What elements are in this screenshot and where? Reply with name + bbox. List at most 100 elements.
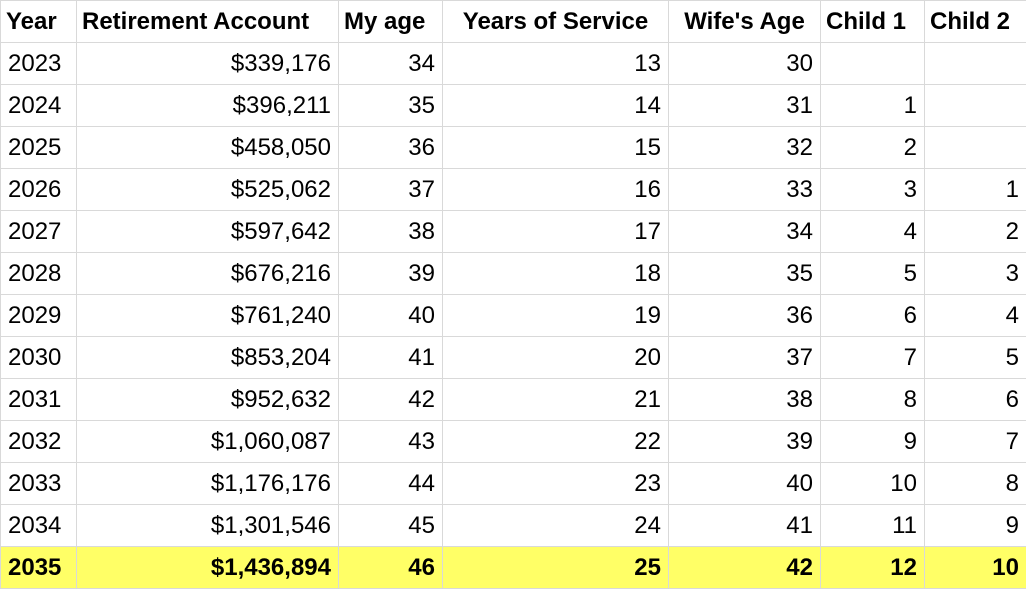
wifes-age-cell[interactable]: 35 bbox=[669, 253, 821, 295]
my-age-cell[interactable]: 45 bbox=[339, 505, 443, 547]
child-1-cell[interactable]: 2 bbox=[821, 127, 925, 169]
child-2-cell[interactable]: 10 bbox=[925, 547, 1026, 589]
child-1-cell[interactable]: 9 bbox=[821, 421, 925, 463]
header-child-1[interactable]: Child 1 bbox=[821, 1, 925, 43]
retirement-account-cell[interactable]: $1,176,176 bbox=[77, 463, 339, 505]
year-cell[interactable]: 2031 bbox=[1, 379, 77, 421]
retirement-account-cell[interactable]: $396,211 bbox=[77, 85, 339, 127]
child-2-cell[interactable]: 9 bbox=[925, 505, 1026, 547]
child-1-cell[interactable]: 3 bbox=[821, 169, 925, 211]
my-age-cell[interactable]: 36 bbox=[339, 127, 443, 169]
my-age-cell[interactable]: 41 bbox=[339, 337, 443, 379]
wifes-age-cell[interactable]: 38 bbox=[669, 379, 821, 421]
child-2-cell[interactable] bbox=[925, 127, 1026, 169]
years-of-service-cell[interactable]: 19 bbox=[443, 295, 669, 337]
child-1-cell[interactable]: 4 bbox=[821, 211, 925, 253]
years-of-service-cell[interactable]: 22 bbox=[443, 421, 669, 463]
child-2-cell[interactable]: 1 bbox=[925, 169, 1026, 211]
wifes-age-cell[interactable]: 36 bbox=[669, 295, 821, 337]
my-age-cell[interactable]: 35 bbox=[339, 85, 443, 127]
years-of-service-cell[interactable]: 21 bbox=[443, 379, 669, 421]
years-of-service-cell[interactable]: 24 bbox=[443, 505, 669, 547]
years-of-service-cell[interactable]: 20 bbox=[443, 337, 669, 379]
child-2-cell[interactable]: 3 bbox=[925, 253, 1026, 295]
year-cell[interactable]: 2028 bbox=[1, 253, 77, 295]
header-child-2[interactable]: Child 2 bbox=[925, 1, 1026, 43]
child-2-cell[interactable]: 8 bbox=[925, 463, 1026, 505]
year-cell[interactable]: 2025 bbox=[1, 127, 77, 169]
child-1-cell[interactable]: 11 bbox=[821, 505, 925, 547]
child-1-cell[interactable]: 12 bbox=[821, 547, 925, 589]
header-my-age[interactable]: My age bbox=[339, 1, 443, 43]
my-age-cell[interactable]: 34 bbox=[339, 43, 443, 85]
wifes-age-cell[interactable]: 39 bbox=[669, 421, 821, 463]
child-1-cell[interactable]: 8 bbox=[821, 379, 925, 421]
header-year[interactable]: Year bbox=[1, 1, 77, 43]
retirement-account-cell[interactable]: $1,436,894 bbox=[77, 547, 339, 589]
years-of-service-cell[interactable]: 13 bbox=[443, 43, 669, 85]
wifes-age-cell[interactable]: 33 bbox=[669, 169, 821, 211]
my-age-cell[interactable]: 40 bbox=[339, 295, 443, 337]
retirement-account-cell[interactable]: $339,176 bbox=[77, 43, 339, 85]
year-cell[interactable]: 2029 bbox=[1, 295, 77, 337]
retirement-account-cell[interactable]: $1,060,087 bbox=[77, 421, 339, 463]
years-of-service-cell[interactable]: 15 bbox=[443, 127, 669, 169]
child-2-cell[interactable]: 2 bbox=[925, 211, 1026, 253]
retirement-account-cell[interactable]: $525,062 bbox=[77, 169, 339, 211]
child-1-cell[interactable]: 10 bbox=[821, 463, 925, 505]
retirement-account-cell[interactable]: $676,216 bbox=[77, 253, 339, 295]
year-cell[interactable]: 2035 bbox=[1, 547, 77, 589]
year-cell[interactable]: 2034 bbox=[1, 505, 77, 547]
child-2-cell[interactable]: 4 bbox=[925, 295, 1026, 337]
my-age-cell[interactable]: 38 bbox=[339, 211, 443, 253]
years-of-service-cell[interactable]: 14 bbox=[443, 85, 669, 127]
years-of-service-cell[interactable]: 17 bbox=[443, 211, 669, 253]
my-age-cell[interactable]: 46 bbox=[339, 547, 443, 589]
year-cell[interactable]: 2027 bbox=[1, 211, 77, 253]
wifes-age-cell[interactable]: 31 bbox=[669, 85, 821, 127]
retirement-account-cell[interactable]: $458,050 bbox=[77, 127, 339, 169]
my-age-cell[interactable]: 39 bbox=[339, 253, 443, 295]
my-age-cell[interactable]: 42 bbox=[339, 379, 443, 421]
child-2-cell[interactable]: 5 bbox=[925, 337, 1026, 379]
year-cell[interactable]: 2026 bbox=[1, 169, 77, 211]
years-of-service-cell[interactable]: 25 bbox=[443, 547, 669, 589]
header-wifes-age[interactable]: Wife's Age bbox=[669, 1, 821, 43]
retirement-account-cell[interactable]: $952,632 bbox=[77, 379, 339, 421]
child-1-cell[interactable]: 7 bbox=[821, 337, 925, 379]
retirement-account-cell[interactable]: $853,204 bbox=[77, 337, 339, 379]
my-age-cell[interactable]: 43 bbox=[339, 421, 443, 463]
child-2-cell[interactable]: 7 bbox=[925, 421, 1026, 463]
header-retirement-account[interactable]: Retirement Account bbox=[77, 1, 339, 43]
child-1-cell[interactable]: 6 bbox=[821, 295, 925, 337]
child-1-cell[interactable]: 5 bbox=[821, 253, 925, 295]
wifes-age-cell[interactable]: 32 bbox=[669, 127, 821, 169]
wifes-age-cell[interactable]: 34 bbox=[669, 211, 821, 253]
child-1-cell[interactable]: 1 bbox=[821, 85, 925, 127]
wifes-age-cell[interactable]: 42 bbox=[669, 547, 821, 589]
retirement-account-cell[interactable]: $761,240 bbox=[77, 295, 339, 337]
years-of-service-cell[interactable]: 23 bbox=[443, 463, 669, 505]
header-years-of-service[interactable]: Years of Service bbox=[443, 1, 669, 43]
child-2-cell[interactable] bbox=[925, 85, 1026, 127]
wifes-age-cell[interactable]: 40 bbox=[669, 463, 821, 505]
child-2-cell[interactable] bbox=[925, 43, 1026, 85]
retirement-account-cell[interactable]: $597,642 bbox=[77, 211, 339, 253]
wifes-age-cell[interactable]: 41 bbox=[669, 505, 821, 547]
child-1-cell[interactable] bbox=[821, 43, 925, 85]
years-of-service-cell[interactable]: 16 bbox=[443, 169, 669, 211]
wifes-age-cell[interactable]: 37 bbox=[669, 337, 821, 379]
year-cell[interactable]: 2024 bbox=[1, 85, 77, 127]
my-age-cell[interactable]: 37 bbox=[339, 169, 443, 211]
year-cell[interactable]: 2033 bbox=[1, 463, 77, 505]
wifes-age-cell[interactable]: 30 bbox=[669, 43, 821, 85]
year-cell[interactable]: 2023 bbox=[1, 43, 77, 85]
year-cell[interactable]: 2032 bbox=[1, 421, 77, 463]
year-cell[interactable]: 2030 bbox=[1, 337, 77, 379]
child-2-cell[interactable]: 6 bbox=[925, 379, 1026, 421]
retirement-account-cell[interactable]: $1,301,546 bbox=[77, 505, 339, 547]
years-of-service-cell[interactable]: 18 bbox=[443, 253, 669, 295]
my-age-cell[interactable]: 44 bbox=[339, 463, 443, 505]
